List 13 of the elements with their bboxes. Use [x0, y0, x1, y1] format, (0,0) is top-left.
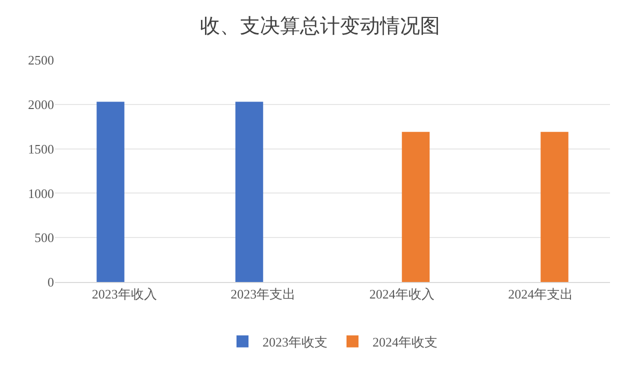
y-tick-label: 1500 [28, 141, 54, 156]
y-tick-label: 500 [34, 230, 54, 246]
y-tick-label: 2500 [28, 52, 54, 68]
legend-label: 2024年收支 [372, 334, 438, 350]
x-tick-label: 2023年收入 [92, 286, 157, 302]
chart-title: 收、支决算总计变动情况图 [200, 15, 440, 38]
x-tick-label: 2024年支出 [508, 286, 574, 302]
y-tick-label: 2000 [28, 96, 54, 112]
y-tick-label: 0 [48, 274, 54, 290]
x-tick-label: 2023年支出 [230, 286, 296, 302]
y-tick-label: 1000 [28, 186, 54, 201]
legend-label: 2023年收支 [262, 334, 328, 350]
x-tick-label: 2024年收入 [369, 286, 434, 302]
